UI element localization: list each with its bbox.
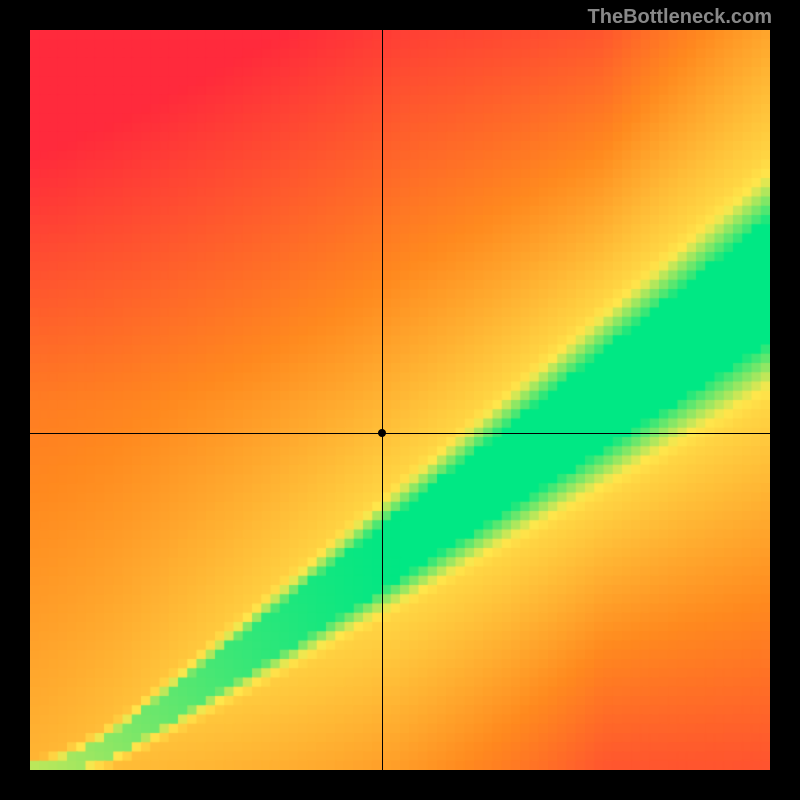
crosshair-marker <box>378 429 386 437</box>
crosshair-vertical <box>382 30 383 770</box>
heatmap-canvas <box>30 30 770 770</box>
watermark-text: TheBottleneck.com <box>588 6 772 29</box>
heatmap-plot <box>30 30 770 770</box>
crosshair-horizontal <box>30 433 770 434</box>
chart-container: TheBottleneck.com <box>0 0 800 800</box>
